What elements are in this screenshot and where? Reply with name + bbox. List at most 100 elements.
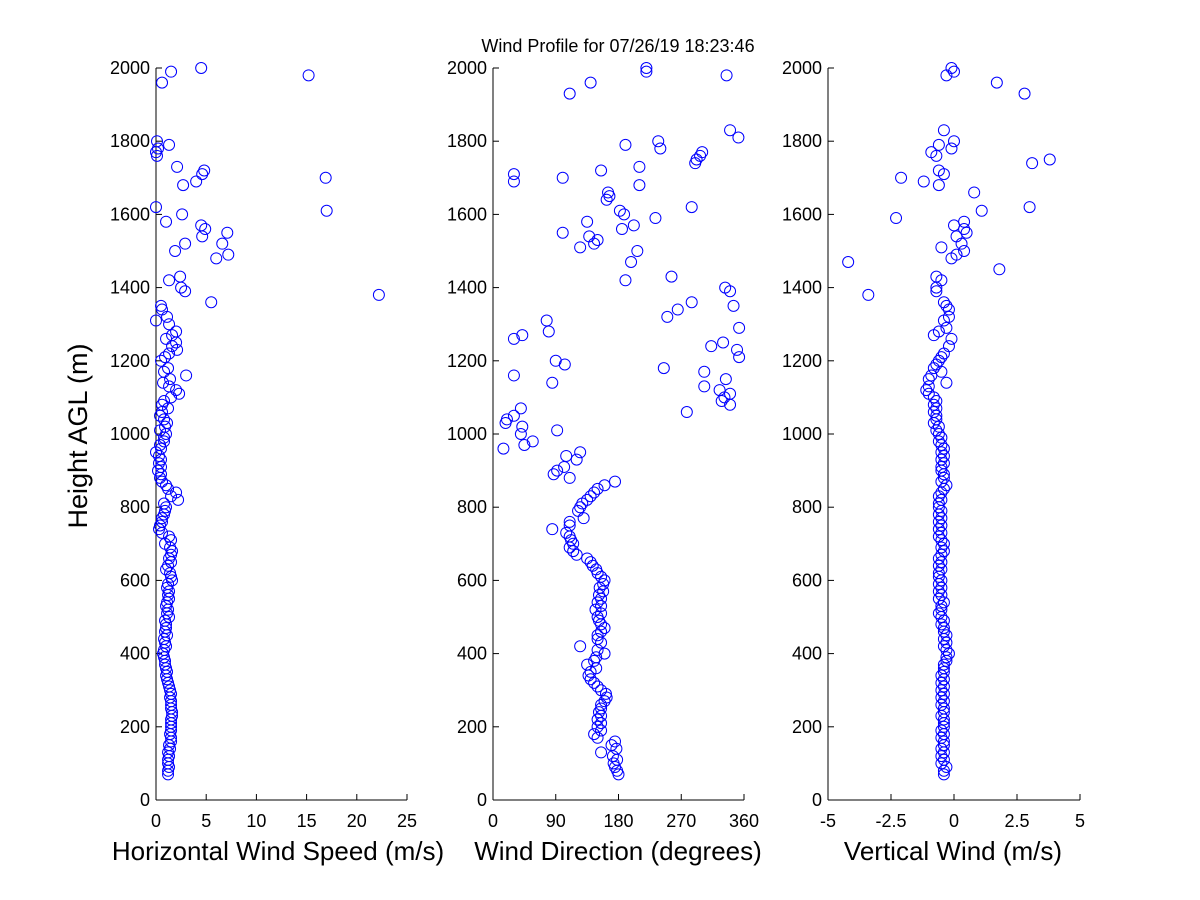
data-point [932,508,945,521]
data-point [595,724,608,737]
data-point [990,76,1003,89]
data-point [937,764,950,777]
data-point [935,742,948,755]
data-point [935,460,948,473]
data-point [937,640,950,653]
y-tick-label: 1200 [447,351,487,371]
horizontal-wind-speed-plot: 0 200 400 600 800 1000 1200 1400 1600 1800 2000 0 5 1… [110,58,444,866]
data-point [937,739,950,752]
y-tick-label: 2000 [447,58,487,78]
data-point [935,731,948,744]
data-point [960,226,973,239]
data-point [577,512,590,525]
data-point [320,204,333,217]
data-point [514,402,527,415]
data-point [591,482,604,495]
wind-direction-plot: 0 200 400 600 800 1000 1200 1400 1600 1800 2000 0 90… [447,58,762,866]
data-point [935,493,948,506]
data-point [937,768,950,781]
data-point [937,296,950,309]
data-point [932,179,945,192]
data-point [698,380,711,393]
data-point [609,475,622,488]
data-point [935,669,948,682]
y-tick-label: 2000 [110,58,150,78]
data-point [615,223,628,236]
data-point [610,742,623,755]
data-point [633,160,646,173]
data-point [152,464,165,477]
x-tick-label: 90 [546,811,566,831]
data-point [619,138,632,151]
data-point [937,720,950,733]
data-point [171,160,184,173]
data-point [932,428,945,440]
data-point [546,523,559,536]
data-point [150,314,162,327]
y-tick-label: 1200 [110,351,150,371]
data-point [603,190,616,203]
x-tick-label: 20 [347,811,367,831]
data-point [156,526,169,539]
data-point [1023,201,1036,214]
y-tick-label: 1000 [447,424,487,444]
x-tick-label: -2.5 [875,811,906,831]
data-point [671,303,684,316]
data-point [935,676,948,689]
data-point [158,435,171,448]
data-point [925,146,938,159]
data-point [932,552,945,565]
data-point [927,406,940,419]
data-point [196,230,209,243]
y-tick-label: 1600 [110,204,150,224]
data-point [163,138,176,151]
data-point [927,391,940,404]
data-point [958,223,971,236]
data-point [162,768,175,781]
data-point [975,204,988,217]
data-point [570,548,583,561]
y-tick-label: 1400 [110,278,150,298]
data-point [937,449,950,462]
data-point [937,314,950,327]
data-point [597,578,610,591]
data-point [717,336,730,349]
data-point [689,157,702,170]
data-point [588,728,601,741]
data-point [172,493,185,506]
data-point [595,618,608,631]
y-tick-label: 1800 [447,131,487,151]
data-point [940,321,953,334]
data-point [540,314,553,327]
data-point [922,380,935,393]
data-point [507,369,520,382]
data-point [161,673,174,686]
data-point [719,373,732,386]
data-point [560,449,573,462]
data-point [1043,153,1056,166]
data-point [945,252,958,265]
data-point [627,219,640,232]
data-point [170,384,183,397]
data-point [151,149,164,162]
data-point [507,168,520,181]
data-point [945,142,958,155]
data-point [156,76,169,89]
data-point [993,263,1006,276]
data-point [935,589,948,602]
x-tick-label: 180 [603,811,633,831]
data-point [930,424,943,437]
data-point [930,285,943,298]
data-point [950,230,963,243]
data-point [932,578,945,591]
x-tick-label: 2.5 [1004,811,1029,831]
data-point [518,438,531,451]
data-point [598,479,611,492]
data-point [170,336,183,349]
x-axis-title: Wind Direction (degrees) [474,836,762,866]
data-point [156,303,169,316]
y-tick-label: 0 [812,790,822,810]
y-tick-label: 800 [792,497,822,517]
data-point [302,69,315,82]
data-point [526,435,539,448]
